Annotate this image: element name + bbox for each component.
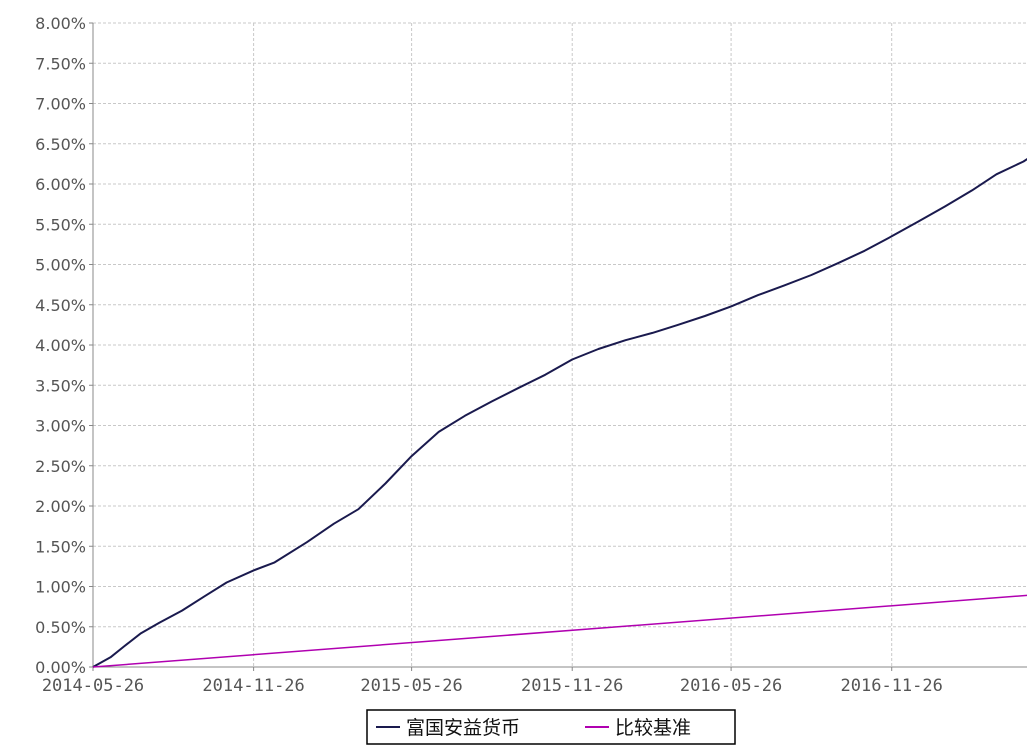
y-axis-ticks: 0.00% 0.50% 1.00% 1.50% 2.00% 2.50% 3.00% 3.50%…: [35, 14, 86, 677]
y-tick-label: 1.50%: [35, 537, 86, 556]
series-lines: [92, 157, 1027, 668]
y-tick-label: 8.00%: [35, 14, 86, 33]
grid-lines: [93, 22, 1027, 667]
y-tick-label: 0.50%: [35, 618, 86, 637]
x-axis-ticks: 2014-05-26 2014-11-26 2015-05-26 2015-11-26…: [42, 676, 943, 696]
y-tick-label: 7.50%: [35, 54, 86, 73]
legend: 富国安益货币 比较基准: [366, 709, 736, 745]
x-tick-label: 2014-05-26: [42, 676, 144, 696]
x-tick-label: 2014-11-26: [202, 676, 304, 696]
y-tick-label: 6.50%: [35, 135, 86, 154]
y-tick-label: 4.50%: [35, 296, 86, 315]
y-tick-label: 6.00%: [35, 175, 86, 194]
y-tick-label: 2.50%: [35, 457, 86, 476]
legend-label-benchmark: 比较基准: [615, 717, 691, 739]
legend-label-fund: 富国安益货币: [406, 717, 520, 739]
y-tick-label: 3.50%: [35, 376, 86, 395]
x-tick-label: 2016-05-26: [680, 676, 782, 696]
y-tick-label: 3.00%: [35, 417, 86, 436]
y-tick-label: 4.00%: [35, 336, 86, 355]
x-tick-label: 2016-11-26: [841, 676, 943, 696]
series-line-1: [92, 594, 1027, 668]
series-line-0: [92, 157, 1027, 668]
y-tick-label: 0.00%: [35, 658, 86, 677]
axes: [89, 22, 1027, 671]
y-tick-label: 7.00%: [35, 95, 86, 114]
legend-box: [366, 709, 736, 745]
y-tick-label: 5.50%: [35, 215, 86, 234]
x-tick-label: 2015-05-26: [360, 676, 462, 696]
y-tick-label: 1.00%: [35, 578, 86, 597]
x-tick-label: 2015-11-26: [521, 676, 623, 696]
y-tick-label: 2.00%: [35, 497, 86, 516]
y-tick-label: 5.00%: [35, 256, 86, 275]
